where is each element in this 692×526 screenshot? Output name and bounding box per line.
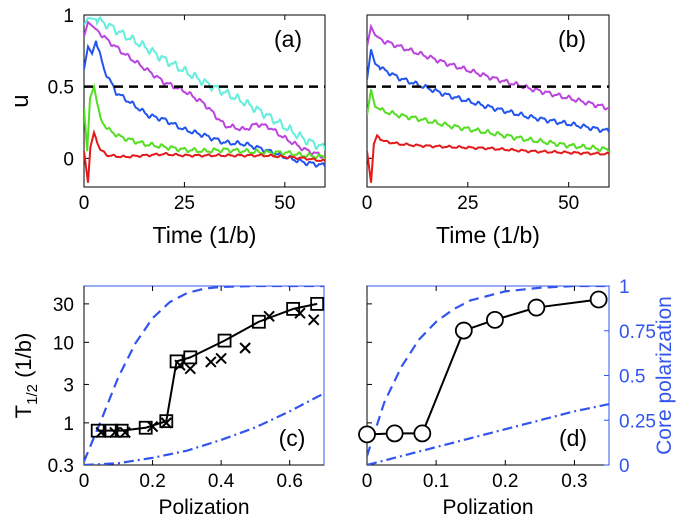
panel-c-square-marker: [159, 414, 174, 429]
panel-c-series-core_dashed: [84, 286, 324, 462]
panel-c-cross-marker: [215, 352, 227, 365]
panel-d-right-ytick-label: 1: [619, 277, 630, 298]
panel-c-square-marker: [183, 350, 198, 365]
panel-d-circle-marker: [589, 290, 608, 309]
panel-a-series-green: [84, 82, 325, 160]
panel-d-right-ytick-label: 0: [619, 456, 630, 477]
panel-a-ylabel: u: [7, 94, 34, 107]
panel-c-ytick-label: 0.3: [48, 456, 74, 477]
panel-c-cross-marker: [205, 356, 217, 368]
panel-c-label: (c): [279, 425, 306, 451]
panel-c-cross-marker: [239, 342, 251, 354]
panel-c-cross-marker: [146, 420, 159, 433]
panel-c-square-marker: [217, 333, 232, 348]
panel-c-ylabel: T1/2 (1/b): [11, 333, 41, 419]
panel-d-xtick-label: 0.3: [561, 471, 587, 492]
panel-d-circle-marker: [486, 310, 504, 329]
panel-c-cross-marker: [119, 426, 131, 439]
panel-c-cross-marker: [308, 314, 320, 326]
panel-d-right-ytick-label: 0.5: [619, 367, 645, 388]
panel-c-ytick-label: 10: [53, 333, 74, 354]
panel-b-series-blue: [367, 49, 609, 133]
panel-c-plot-area: [84, 286, 324, 465]
panel-c-cross-marker: [109, 426, 121, 439]
panel-d-series-core_dashed: [367, 286, 609, 457]
panel-b-series-red: [367, 133, 609, 183]
panel-b-series-magenta: [367, 23, 609, 111]
panel-b-series-green: [367, 89, 609, 153]
panel-d-plot-area: [367, 286, 609, 465]
panel-d-xlabel: Polization: [442, 496, 533, 519]
panel-c-xlabel: Polization: [158, 496, 249, 519]
panel-c-series-core_dashdot: [84, 392, 324, 465]
panel-c-xtick-label: 0.4: [208, 471, 235, 492]
panel-d-label: (d): [559, 425, 587, 451]
panel-b-xtick-label: 50: [558, 193, 579, 214]
panel-d-right-ytick-label: 0.75: [619, 322, 656, 343]
panel-b-plot-area: [367, 23, 609, 183]
panel-d-circle-marker: [454, 321, 473, 340]
panel-a-series-red: [84, 129, 325, 183]
panel-d-xtick-label: 0.1: [423, 471, 449, 492]
panel-b-xlabel: Time (1/b): [436, 222, 540, 248]
panel-c-ytick-label: 1: [63, 414, 74, 435]
panel-c-cross-marker: [263, 310, 275, 323]
panel-a-series-cyan: [84, 16, 325, 151]
panel-a-xlabel: Time (1/b): [153, 222, 257, 248]
panel-d-circle-marker: [413, 424, 432, 443]
panel-c-cross-marker: [184, 363, 196, 375]
panel-a-ytick-label: 0.5: [48, 78, 74, 99]
panel-a-plot-area: [84, 16, 325, 183]
panel-a-ytick-label: 0: [63, 149, 74, 170]
panel-c-xtick-label: 0.2: [139, 471, 165, 492]
panel-d-xtick-label: 0: [362, 471, 373, 492]
panel-a-series-magenta: [84, 20, 325, 159]
panel-d-circle-marker: [527, 298, 546, 317]
panel-c-ytick-label: 30: [53, 295, 74, 316]
panel-c-cross-marker: [174, 359, 186, 371]
panel-c-series-squares-line: [97, 302, 318, 432]
panel-c-cross-marker: [95, 426, 107, 439]
panel-c-xtick-label: 0.6: [277, 471, 303, 492]
panel-c-square-marker: [286, 301, 301, 316]
panel-b-label: (b): [558, 26, 586, 52]
panel-d-right-ytick-label: 0.25: [619, 411, 656, 432]
panel-b-xtick-label: 0: [362, 193, 373, 214]
panel-c-cross-marker: [294, 307, 306, 319]
panel-d-right-ylabel: Core polarization: [653, 296, 676, 455]
panel-a-xtick-label: 25: [174, 193, 195, 214]
panel-b-frame: [366, 14, 610, 188]
panel-a-frame: [83, 14, 326, 188]
panel-c-square-marker: [310, 296, 325, 311]
panel-c-cross-marker: [160, 417, 172, 429]
panel-d-xtick-label: 0.2: [492, 471, 518, 492]
panel-d-series-core_dashdot: [367, 403, 609, 465]
panel-c-xtick-label: 0: [79, 471, 90, 492]
panel-d-circle-marker: [358, 425, 376, 444]
panel-a-xtick-label: 50: [274, 193, 295, 214]
panel-a-ytick-label: 1: [63, 6, 74, 27]
panel-a-xtick-label: 0: [79, 193, 90, 214]
panel-c-ytick-label: 3: [63, 375, 74, 396]
panel-b-xtick-label: 25: [457, 193, 478, 214]
panel-d-circle-marker: [385, 424, 404, 443]
panel-a-label: (a): [274, 26, 302, 52]
